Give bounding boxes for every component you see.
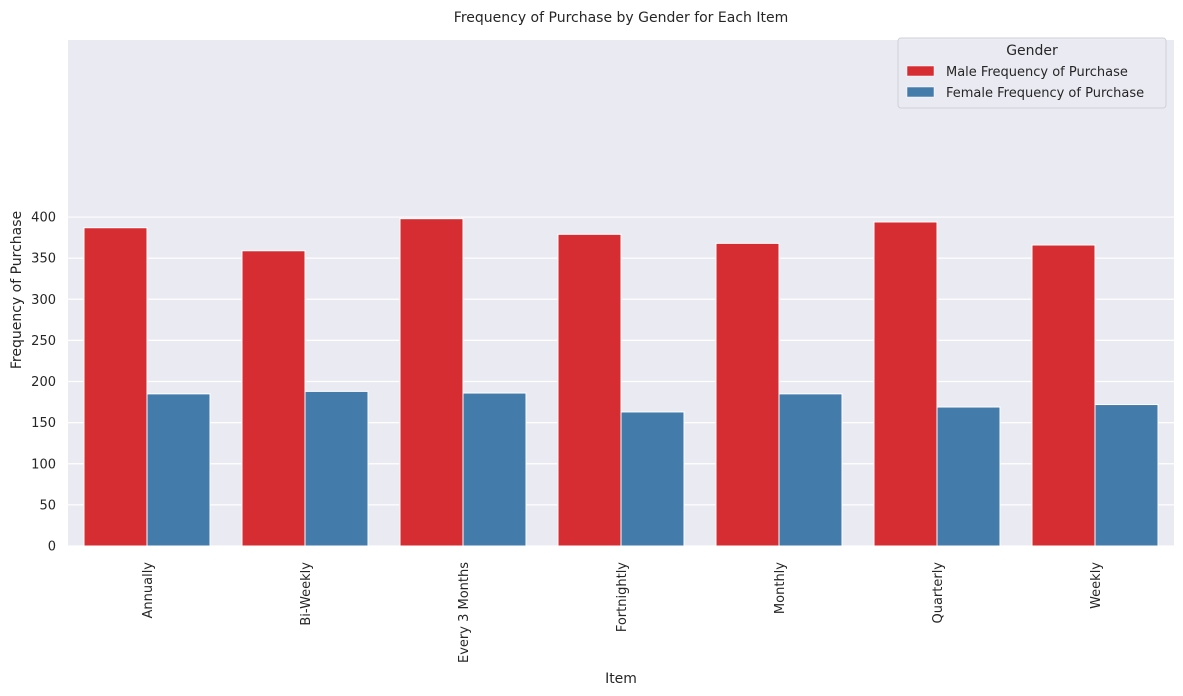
- x-tick-label: Every 3 Months: [457, 562, 472, 663]
- legend: Gender Male Frequency of Purchase Female …: [897, 37, 1167, 109]
- y-tick-label: 100: [31, 457, 56, 472]
- y-tick-label: 400: [31, 211, 56, 226]
- bar-male-1: [241, 250, 306, 547]
- y-axis-ticks: 0 50 100 150 200 250 300 350 400: [31, 211, 56, 555]
- bar-female-1: [304, 390, 369, 547]
- legend-title: Gender: [1006, 43, 1058, 59]
- x-tick-label: Fortnightly: [615, 562, 630, 632]
- bar-female-4: [778, 393, 843, 547]
- bar-male-3: [557, 233, 622, 547]
- x-tick-label: Monthly: [773, 562, 788, 614]
- bar-male-5: [873, 221, 938, 547]
- y-tick-label: 350: [31, 252, 56, 267]
- chart-title: Frequency of Purchase by Gender for Each…: [454, 10, 788, 26]
- x-tick-label: Bi-Weekly: [299, 562, 314, 626]
- bar-female-2: [462, 392, 527, 547]
- bar-female-0: [146, 393, 211, 547]
- x-tick-label: Weekly: [1089, 562, 1104, 609]
- bar-female-3: [620, 411, 685, 547]
- y-tick-label: 0: [48, 540, 56, 555]
- bars: [83, 218, 1159, 547]
- y-tick-label: 50: [39, 498, 56, 513]
- bar-male-4: [715, 242, 780, 547]
- bar-male-2: [399, 218, 464, 547]
- y-tick-label: 250: [31, 334, 56, 349]
- y-tick-label: 300: [31, 293, 56, 308]
- bar-female-5: [936, 406, 1001, 547]
- legend-box: [897, 37, 1167, 109]
- y-axis-label: Frequency of Purchase: [9, 211, 25, 369]
- bar-male-6: [1031, 244, 1096, 547]
- bar-female-6: [1094, 404, 1159, 547]
- x-tick-label: Quarterly: [931, 562, 946, 624]
- y-tick-label: 150: [31, 416, 56, 431]
- y-tick-label: 200: [31, 375, 56, 390]
- legend-label-0: Male Frequency of Purchase: [946, 65, 1128, 80]
- x-tick-label: Annually: [141, 562, 156, 619]
- legend-swatch-0: [906, 65, 935, 77]
- x-axis-ticks: Annually Bi-Weekly Every 3 Months Fortnight…: [141, 562, 1104, 663]
- x-axis-label: Item: [605, 671, 637, 687]
- legend-swatch-1: [906, 86, 935, 98]
- legend-label-1: Female Frequency of Purchase: [946, 86, 1144, 101]
- bar-male-0: [83, 227, 148, 547]
